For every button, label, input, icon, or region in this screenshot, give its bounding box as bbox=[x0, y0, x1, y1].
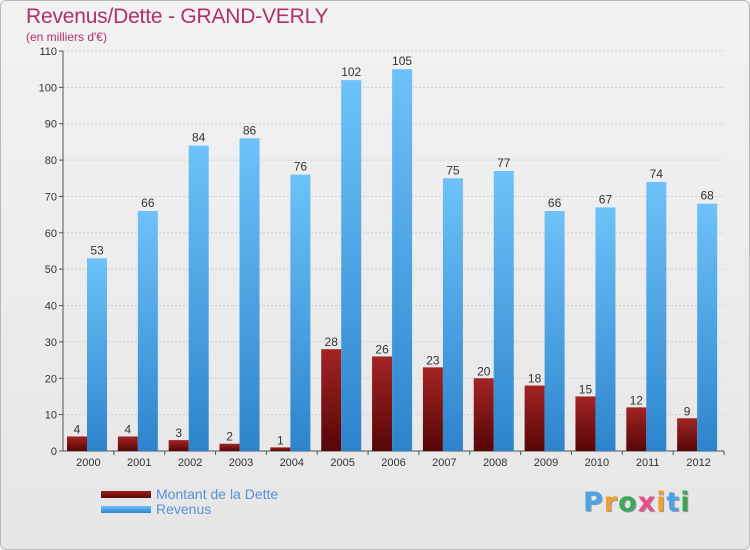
y-tick-label: 70 bbox=[45, 191, 57, 203]
data-label-dette: 28 bbox=[325, 335, 339, 349]
bar-dette bbox=[270, 447, 291, 451]
bar-revenus bbox=[290, 174, 311, 452]
data-label-revenus: 102 bbox=[341, 65, 361, 79]
bar-revenus bbox=[493, 171, 514, 451]
data-label-dette: 1 bbox=[277, 433, 284, 447]
bar-revenus bbox=[646, 181, 667, 451]
bar-dette bbox=[473, 378, 494, 451]
logo-letter: i bbox=[680, 487, 691, 518]
data-label-revenus: 53 bbox=[90, 243, 104, 257]
chart-subtitle: (en milliers d'€) bbox=[26, 30, 107, 44]
bar-dette bbox=[117, 436, 138, 451]
y-tick-label: 100 bbox=[39, 82, 57, 94]
data-label-dette: 23 bbox=[426, 353, 440, 367]
x-tick-label: 2004 bbox=[280, 457, 304, 469]
data-label-revenus: 75 bbox=[446, 163, 460, 177]
bar-revenus bbox=[392, 69, 413, 451]
legend-swatch-revenus bbox=[101, 506, 151, 513]
bar-revenus bbox=[595, 207, 616, 451]
bar-dette bbox=[677, 418, 698, 451]
chart-title: Revenus/Dette - GRAND-VERLY bbox=[26, 5, 329, 28]
data-label-revenus: 77 bbox=[497, 156, 511, 170]
x-tick-label: 2005 bbox=[330, 457, 354, 469]
x-tick-label: 2008 bbox=[483, 457, 507, 469]
x-tick-label: 2011 bbox=[636, 457, 660, 469]
y-tick-label: 40 bbox=[45, 301, 57, 313]
y-tick-label: 90 bbox=[45, 119, 57, 131]
bar-revenus bbox=[188, 145, 209, 451]
data-label-revenus: 74 bbox=[650, 167, 664, 181]
logo-letter: o bbox=[618, 487, 638, 518]
data-label-dette: 18 bbox=[528, 372, 542, 386]
x-tick-label: 2010 bbox=[585, 457, 609, 469]
x-tick-label: 2007 bbox=[432, 457, 456, 469]
legend-label-dette: Montant de la Dette bbox=[156, 486, 279, 502]
data-label-dette: 9 bbox=[684, 404, 691, 418]
logo-letter: P bbox=[583, 487, 604, 518]
data-label-revenus: 67 bbox=[599, 192, 613, 206]
y-tick-label: 110 bbox=[39, 46, 57, 58]
data-label-revenus: 86 bbox=[243, 123, 257, 137]
bar-dette bbox=[626, 407, 647, 451]
logo-letter: i bbox=[656, 487, 667, 518]
x-tick-label: 2012 bbox=[686, 457, 710, 469]
y-tick-label: 30 bbox=[45, 337, 57, 349]
x-tick-label: 2006 bbox=[381, 457, 405, 469]
bar-revenus bbox=[544, 211, 565, 451]
bar-dette bbox=[372, 356, 393, 451]
data-label-dette: 4 bbox=[74, 422, 81, 436]
data-label-dette: 15 bbox=[579, 382, 593, 396]
data-label-dette: 4 bbox=[125, 422, 132, 436]
y-tick-label: 10 bbox=[45, 410, 57, 422]
bar-revenus bbox=[442, 178, 463, 452]
proxiti-logo: Proxiti bbox=[583, 487, 691, 518]
bar-dette bbox=[219, 443, 240, 451]
data-label-revenus: 66 bbox=[548, 196, 562, 210]
data-label-dette: 12 bbox=[630, 393, 644, 407]
legend-swatch-dette bbox=[101, 491, 151, 498]
bar-dette bbox=[524, 385, 545, 451]
bar-dette bbox=[168, 440, 189, 451]
bar-revenus bbox=[341, 80, 362, 451]
bar-dette bbox=[321, 349, 342, 451]
data-label-dette: 20 bbox=[477, 364, 491, 378]
bar-revenus bbox=[697, 203, 718, 451]
y-tick-label: 20 bbox=[45, 373, 57, 385]
data-label-dette: 2 bbox=[226, 430, 233, 444]
x-tick-label: 2009 bbox=[534, 457, 558, 469]
y-tick-label: 80 bbox=[45, 155, 57, 167]
bar-revenus bbox=[239, 138, 260, 452]
data-label-revenus: 84 bbox=[192, 131, 206, 145]
bar-revenus bbox=[87, 258, 107, 451]
data-label-dette: 3 bbox=[175, 426, 182, 440]
data-label-revenus: 66 bbox=[141, 196, 155, 210]
x-tick-label: 2003 bbox=[229, 457, 253, 469]
bar-dette bbox=[575, 396, 596, 451]
data-label-revenus: 68 bbox=[700, 189, 714, 203]
logo-letter: x bbox=[637, 487, 657, 518]
bar-dette bbox=[67, 436, 87, 451]
y-tick-label: 50 bbox=[45, 264, 57, 276]
logo-letter: r bbox=[603, 487, 619, 518]
bar-dette bbox=[422, 367, 443, 451]
y-tick-label: 0 bbox=[51, 446, 57, 458]
x-tick-label: 2000 bbox=[76, 457, 100, 469]
data-label-revenus: 105 bbox=[392, 54, 412, 68]
bar-revenus bbox=[137, 211, 158, 451]
y-tick-label: 60 bbox=[45, 228, 57, 240]
data-label-revenus: 76 bbox=[294, 160, 308, 174]
logo-letter: t bbox=[666, 487, 681, 518]
data-label-dette: 26 bbox=[375, 342, 389, 356]
x-tick-label: 2001 bbox=[127, 457, 151, 469]
legend-label-revenus: Revenus bbox=[156, 501, 212, 517]
x-tick-label: 2002 bbox=[178, 457, 202, 469]
